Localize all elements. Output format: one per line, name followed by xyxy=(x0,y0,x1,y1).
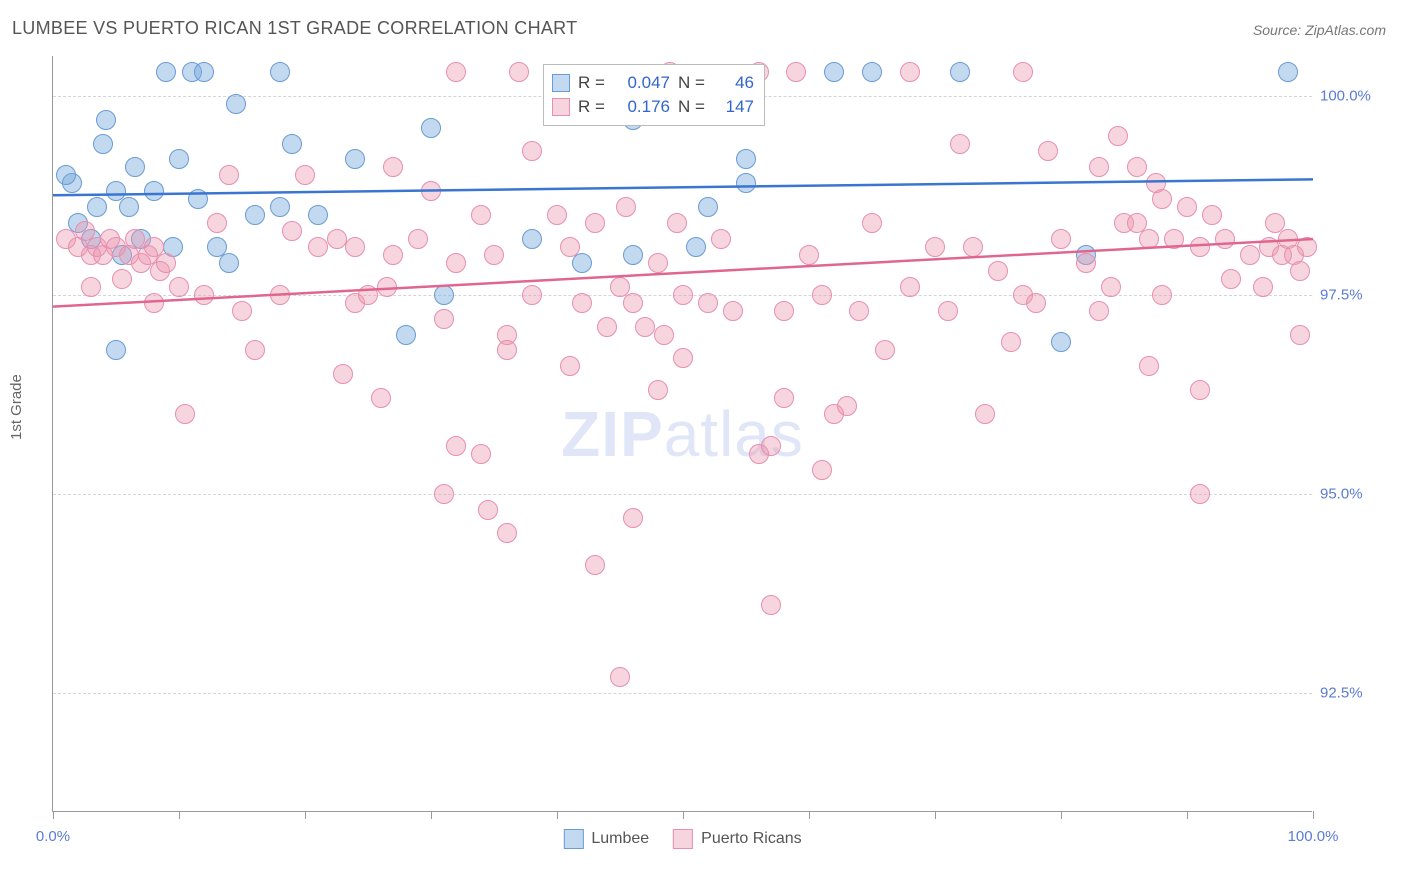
x-tick xyxy=(1061,811,1062,819)
x-tick xyxy=(53,811,54,819)
stat-n-label: N = xyxy=(678,71,708,95)
x-tick xyxy=(1187,811,1188,819)
regression-lines xyxy=(53,56,1312,811)
chart-title: LUMBEE VS PUERTO RICAN 1ST GRADE CORRELA… xyxy=(12,18,577,39)
x-tick xyxy=(557,811,558,819)
x-tick xyxy=(179,811,180,819)
x-tick-label: 0.0% xyxy=(36,828,70,845)
legend-label: Puerto Ricans xyxy=(701,830,802,848)
regression-line xyxy=(53,239,1313,307)
y-tick-label: 95.0% xyxy=(1320,485,1388,502)
source-label: Source: ZipAtlas.com xyxy=(1253,22,1386,38)
stat-row: R = 0.047 N = 46 xyxy=(552,71,754,95)
x-tick xyxy=(305,811,306,819)
legend-item: Puerto Ricans xyxy=(673,829,802,849)
x-tick xyxy=(935,811,936,819)
stat-swatch xyxy=(552,74,570,92)
legend: Lumbee Puerto Ricans xyxy=(563,829,801,849)
legend-item: Lumbee xyxy=(563,829,649,849)
x-tick xyxy=(809,811,810,819)
x-tick xyxy=(683,811,684,819)
stat-r-label: R = xyxy=(578,95,608,119)
y-axis-label: 1st Grade xyxy=(8,374,25,440)
stat-r-label: R = xyxy=(578,71,608,95)
stat-r-value: 0.047 xyxy=(616,71,670,95)
stats-box: R = 0.047 N = 46 R = 0.176 N = 147 xyxy=(543,64,765,126)
stat-n-label: N = xyxy=(678,95,708,119)
stat-n-value: 147 xyxy=(716,95,754,119)
legend-swatch xyxy=(673,829,693,849)
stat-r-value: 0.176 xyxy=(616,95,670,119)
stat-n-value: 46 xyxy=(716,71,754,95)
regression-line xyxy=(53,179,1313,195)
x-tick xyxy=(1313,811,1314,819)
x-tick xyxy=(431,811,432,819)
stat-swatch xyxy=(552,98,570,116)
x-tick-label: 100.0% xyxy=(1288,828,1339,845)
chart-container: LUMBEE VS PUERTO RICAN 1ST GRADE CORRELA… xyxy=(0,0,1406,892)
y-tick-label: 92.5% xyxy=(1320,684,1388,701)
legend-swatch xyxy=(563,829,583,849)
y-tick-label: 97.5% xyxy=(1320,286,1388,303)
plot-area: ZIPatlas 92.5%95.0%97.5%100.0% 0.0%100.0… xyxy=(52,56,1312,812)
legend-label: Lumbee xyxy=(591,830,649,848)
stat-row: R = 0.176 N = 147 xyxy=(552,95,754,119)
y-tick-label: 100.0% xyxy=(1320,87,1388,104)
